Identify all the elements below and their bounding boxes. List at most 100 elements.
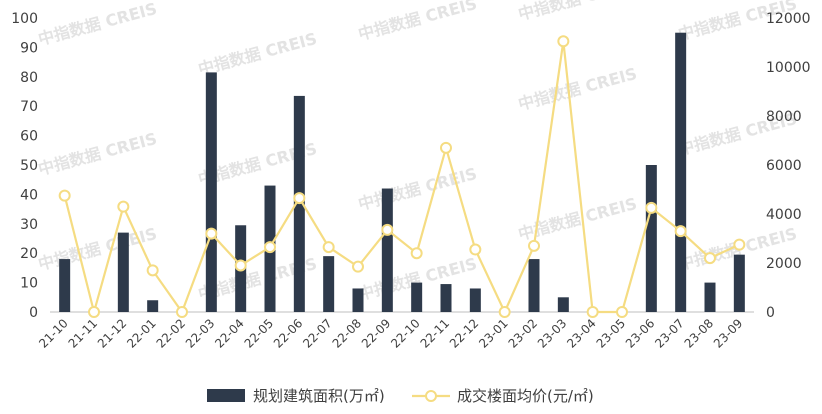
x-axis-tick-label: 23-09 (711, 316, 746, 351)
bar-series (59, 32, 745, 312)
right-axis-tick-label: 4000 (766, 207, 802, 223)
x-axis-tick-label: 22-01 (124, 316, 159, 351)
x-axis-tick-label: 21-11 (66, 316, 101, 351)
bar (733, 254, 745, 312)
right-axis: 0 2000 4000 6000 8000 10000 12000 (766, 11, 811, 321)
right-axis-tick-label: 12000 (766, 11, 811, 27)
x-axis-tick-label: 23-06 (623, 316, 658, 351)
bar (704, 282, 716, 312)
watermark-text: 中指数据 CREIS (516, 64, 639, 114)
watermark-text: 中指数据 CREIS (356, 0, 479, 44)
watermark-text: 中指数据 CREIS (356, 164, 479, 214)
x-axis-tick-label: 23-01 (476, 316, 511, 351)
line-point (176, 306, 188, 318)
bar (117, 232, 129, 312)
x-axis-tick-label: 22-03 (183, 316, 218, 351)
line-point (616, 306, 628, 318)
watermark-text: 中指数据 CREIS (516, 0, 639, 24)
bar (557, 297, 569, 312)
x-axis-tick-label: 23-07 (652, 316, 687, 351)
line-point (704, 252, 716, 265)
x-axis-tick-label: 22-07 (300, 316, 335, 351)
x-axis-tick-label: 22-06 (271, 316, 306, 351)
left-axis-tick-label: 20 (20, 246, 38, 262)
left-axis-tick-label: 30 (20, 217, 38, 233)
x-axis-tick-label: 22-09 (359, 316, 394, 351)
x-axis-tick-label: 22-05 (242, 316, 277, 351)
line-point (234, 259, 247, 272)
line-point (469, 243, 482, 256)
left-axis-tick-label: 10 (20, 276, 38, 292)
bar (440, 284, 452, 312)
line-point (146, 264, 159, 277)
right-axis-tick-label: 8000 (766, 109, 802, 125)
x-axis-tick-label: 22-11 (418, 316, 453, 351)
x-axis-tick-label: 22-12 (447, 316, 482, 351)
line-point (733, 238, 746, 251)
line-series (58, 35, 746, 318)
watermark-text: 中指数据 CREIS (196, 29, 319, 79)
line-point (293, 192, 306, 205)
line-point (498, 306, 511, 318)
left-axis-tick-label: 40 (20, 187, 38, 203)
bar (411, 282, 423, 312)
left-axis: 0 10 20 30 40 50 60 70 80 90 100 (11, 11, 38, 321)
legend-line-marker (425, 390, 437, 402)
line-point (58, 189, 71, 202)
legend-bar-label: 规划建筑面积(万㎡) (253, 387, 385, 405)
bar (352, 288, 364, 312)
bar (205, 72, 217, 312)
line-point (528, 239, 540, 252)
x-axis-tick-label: 21-10 (36, 316, 71, 351)
x-axis-tick-label: 21-12 (95, 316, 130, 351)
right-axis-tick-label: 2000 (766, 256, 802, 272)
line-point (674, 225, 687, 238)
line-point (557, 35, 570, 48)
watermark-text: 中指数据 CREIS (36, 0, 159, 49)
left-axis-tick-label: 50 (20, 158, 38, 174)
bar (675, 32, 687, 312)
line-point (117, 200, 130, 213)
legend: 规划建筑面积(万㎡) 成交楼面均价(元/㎡) (207, 387, 594, 405)
left-axis-tick-label: 100 (11, 11, 38, 27)
watermark-text: 中指数据 CREIS (36, 224, 159, 274)
bar (645, 165, 657, 312)
line-point (440, 141, 452, 154)
x-axis-tick-label: 22-04 (212, 316, 247, 351)
line-point (352, 260, 364, 273)
left-axis-tick-label: 80 (20, 70, 38, 86)
bar (528, 259, 540, 312)
line-point (586, 306, 599, 318)
line-point (645, 201, 658, 214)
x-axis-tick-label: 22-08 (330, 316, 365, 351)
x-axis-tick-label: 23-04 (564, 316, 599, 351)
line-point (264, 241, 276, 254)
bar (147, 300, 159, 312)
legend-line-label: 成交楼面均价(元/㎡) (457, 387, 594, 405)
line-point (381, 223, 394, 236)
right-axis-tick-label: 0 (766, 305, 775, 321)
bar (59, 259, 71, 312)
x-axis-tick-label: 22-02 (154, 316, 189, 351)
x-axis: 21-1021-1121-1222-0122-0222-0322-0422-05… (36, 316, 745, 351)
x-axis-tick-label: 23-05 (594, 316, 629, 351)
x-axis-tick-label: 23-03 (535, 316, 570, 351)
x-axis-tick-label: 23-08 (682, 316, 717, 351)
legend-bar-swatch (207, 389, 245, 402)
left-axis-tick-label: 90 (20, 40, 38, 56)
left-axis-tick-label: 60 (20, 129, 38, 145)
line-path (63, 41, 740, 317)
bar (323, 256, 335, 312)
line-point (322, 241, 335, 254)
line-point (410, 247, 423, 260)
bar (469, 288, 481, 312)
x-axis-tick-label: 22-10 (388, 316, 423, 351)
x-axis-tick-label: 23-02 (506, 316, 541, 351)
left-axis-tick-label: 0 (29, 305, 38, 321)
right-axis-tick-label: 10000 (766, 60, 811, 76)
line-point (205, 227, 218, 240)
right-axis-tick-label: 6000 (766, 158, 802, 174)
bar (381, 188, 393, 312)
line-point (88, 306, 100, 318)
